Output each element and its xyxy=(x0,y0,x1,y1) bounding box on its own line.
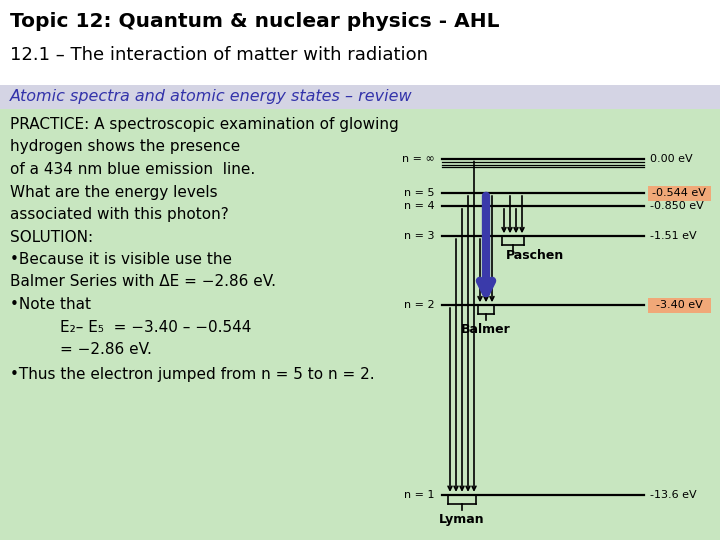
Text: •Thus the electron jumped from n = 5 to n = 2.: •Thus the electron jumped from n = 5 to … xyxy=(10,367,374,381)
Text: hydrogen shows the presence: hydrogen shows the presence xyxy=(10,139,240,154)
Text: Paschen: Paschen xyxy=(506,249,564,262)
Text: = −2.86 eV.: = −2.86 eV. xyxy=(60,342,152,357)
Text: Balmer: Balmer xyxy=(461,323,511,336)
Text: SOLUTION:: SOLUTION: xyxy=(10,230,93,245)
Text: Lyman: Lyman xyxy=(439,513,485,526)
Text: -13.6 eV: -13.6 eV xyxy=(650,490,697,500)
Text: n = 2: n = 2 xyxy=(404,300,435,310)
Text: of a 434 nm blue emission  line.: of a 434 nm blue emission line. xyxy=(10,162,256,177)
Text: •Because it is visible use the: •Because it is visible use the xyxy=(10,252,232,267)
Text: n = 1: n = 1 xyxy=(404,490,435,500)
Text: -0.850 eV: -0.850 eV xyxy=(650,201,703,211)
FancyBboxPatch shape xyxy=(647,298,711,313)
Text: n = 4: n = 4 xyxy=(404,201,435,211)
Text: What are the energy levels: What are the energy levels xyxy=(10,185,217,199)
Text: Balmer Series with ΔE = −2.86 eV.: Balmer Series with ΔE = −2.86 eV. xyxy=(10,274,276,289)
Text: Topic 12: Quantum & nuclear physics - AHL: Topic 12: Quantum & nuclear physics - AH… xyxy=(10,12,500,31)
Bar xyxy=(0,85,720,109)
Text: associated with this photon?: associated with this photon? xyxy=(10,207,229,222)
FancyBboxPatch shape xyxy=(647,186,711,200)
Text: E₂– E₅  = −3.40 – −0.544: E₂– E₅ = −3.40 – −0.544 xyxy=(60,320,251,334)
Text: -0.544 eV: -0.544 eV xyxy=(652,188,706,198)
Text: n = 3: n = 3 xyxy=(404,231,435,241)
Text: -1.51 eV: -1.51 eV xyxy=(650,231,697,241)
Text: n = 5: n = 5 xyxy=(404,188,435,198)
Text: Atomic spectra and atomic energy states – review: Atomic spectra and atomic energy states … xyxy=(10,90,413,105)
Text: -3.40 eV: -3.40 eV xyxy=(656,300,703,310)
Bar xyxy=(0,109,720,540)
Text: 0.00 eV: 0.00 eV xyxy=(650,153,693,164)
Text: •Note that: •Note that xyxy=(10,297,91,312)
Text: 12.1 – The interaction of matter with radiation: 12.1 – The interaction of matter with ra… xyxy=(10,46,428,64)
Text: PRACTICE: A spectroscopic examination of glowing: PRACTICE: A spectroscopic examination of… xyxy=(10,117,399,132)
Text: n = ∞: n = ∞ xyxy=(402,153,435,164)
